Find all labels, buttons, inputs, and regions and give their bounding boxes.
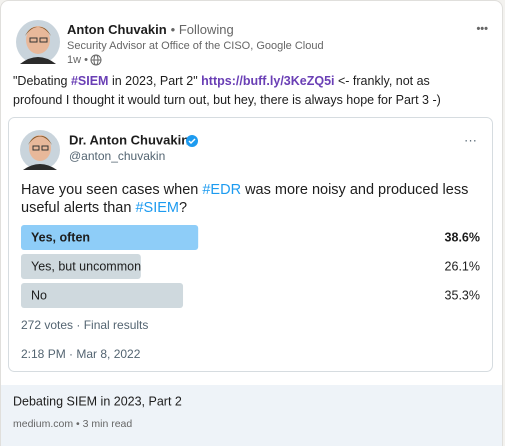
poll: Yes, often 38.6% Yes, but uncommon 26.1% No 3… — [21, 225, 480, 308]
verified-badge — [186, 135, 198, 147]
tweet-avatar — [20, 130, 60, 170]
post-menu[interactable]: ••• — [476, 23, 488, 35]
poll-votes: 272 votes · Final results — [21, 318, 148, 332]
tweet-text: Have you seen cases when #EDR was more n… — [21, 182, 468, 216]
poll-percent: 26.1% — [445, 259, 480, 273]
text-span: useful alerts than — [21, 200, 135, 216]
author-name[interactable]: Anton Chuvakin • Following — [67, 22, 234, 37]
tweet-name[interactable]: Dr. Anton Chuvakin — [69, 132, 189, 147]
text-line: profound I thought it would turn out, bu… — [13, 93, 441, 107]
author-headline: Security Advisor at Office of the CISO, … — [67, 40, 324, 52]
text-span: Have you seen cases when — [21, 182, 202, 198]
poll-bar — [21, 254, 141, 279]
preview-title[interactable]: Debating SIEM in 2023, Part 2 — [13, 394, 182, 408]
hashtag-link[interactable]: #SIEM — [71, 74, 109, 88]
poll-option: Yes, often — [31, 230, 90, 244]
post-text: "Debating #SIEM in 2023, Part 2" https:/… — [13, 74, 441, 107]
text-span: in 2023, Part 2" — [108, 74, 201, 88]
hashtag-link[interactable]: #SIEM — [135, 200, 179, 216]
tweet-handle: @anton_chuvakin — [69, 149, 165, 163]
globe-icon — [90, 54, 102, 66]
hashtag-link[interactable]: #EDR — [202, 182, 241, 198]
author-name-text[interactable]: Anton Chuvakin — [67, 22, 167, 37]
poll-bar — [21, 225, 199, 250]
text-span: was more noisy and produced less — [241, 182, 468, 198]
hashtag-link[interactable]: https://buff.ly/3KeZQ5i — [201, 74, 334, 88]
poll-percent: 38.6% — [445, 230, 480, 244]
follow-status: • Following — [171, 22, 234, 37]
poll-option: No — [31, 288, 47, 302]
poll-option: Yes, but uncommon — [31, 259, 141, 273]
link-preview[interactable] — [1, 385, 502, 446]
poll-bar — [21, 283, 184, 308]
preview-meta: medium.com • 3 min read — [13, 418, 132, 430]
text-span: ? — [179, 200, 187, 216]
text-span: "Debating — [13, 74, 71, 88]
text-line: "Debating #SIEM in 2023, Part 2" https:/… — [13, 74, 430, 88]
text-line: Have you seen cases when #EDR was more n… — [21, 182, 468, 198]
tweet-menu[interactable]: ··· — [464, 132, 477, 147]
poll-percent: 35.3% — [445, 288, 480, 302]
tweet-timestamp: 2:18 PM · Mar 8, 2022 — [21, 347, 141, 361]
post-age: 1w • — [67, 54, 88, 66]
author-avatar — [16, 20, 60, 64]
text-line: useful alerts than #SIEM? — [21, 200, 187, 216]
text-span: profound I thought it would turn out, bu… — [13, 93, 441, 107]
text-span: <- frankly, not as — [335, 74, 430, 88]
